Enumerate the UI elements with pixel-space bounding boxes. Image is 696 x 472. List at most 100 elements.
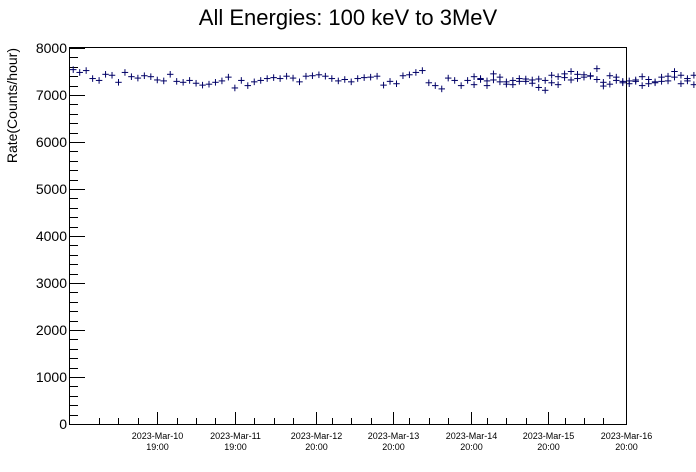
data-point xyxy=(82,67,90,74)
x-tick-date: 2023-Mar-11 xyxy=(210,431,261,441)
x-tick-time: 19:00 xyxy=(146,442,169,452)
data-point xyxy=(393,80,400,88)
y-tick-label: 1000 xyxy=(36,369,67,385)
chart-title: All Energies: 100 keV to 3MeV xyxy=(199,5,498,30)
data-point xyxy=(121,69,129,76)
data-point xyxy=(173,78,180,85)
data-point xyxy=(192,79,200,87)
data-point xyxy=(671,73,678,81)
data-point xyxy=(677,80,685,88)
data-point xyxy=(102,71,109,78)
data-point xyxy=(483,77,491,85)
data-point xyxy=(412,69,420,76)
x-tick-date: 2023-Mar-10 xyxy=(132,431,184,441)
data-point xyxy=(373,72,381,80)
data-point xyxy=(296,78,303,86)
data-point xyxy=(186,77,193,84)
data-point xyxy=(341,76,348,83)
data-series xyxy=(70,65,696,94)
data-point xyxy=(638,82,646,89)
y-tick-label: 5000 xyxy=(36,181,67,197)
data-point xyxy=(386,78,394,85)
x-tick-time: 20:00 xyxy=(537,442,560,452)
data-point xyxy=(419,67,426,74)
data-point xyxy=(677,71,685,79)
data-point xyxy=(218,77,226,85)
y-tick-label: 4000 xyxy=(36,228,67,244)
data-point xyxy=(95,77,103,84)
data-point xyxy=(134,74,142,82)
data-point xyxy=(645,76,652,83)
x-tick-date: 2023-Mar-13 xyxy=(368,431,420,441)
data-point xyxy=(263,75,271,82)
data-point xyxy=(606,72,614,80)
data-point xyxy=(289,74,297,82)
data-point xyxy=(212,79,219,86)
data-point xyxy=(522,75,530,83)
data-point xyxy=(451,77,458,84)
plot-frame xyxy=(69,47,627,425)
data-point xyxy=(367,73,374,81)
data-point xyxy=(335,77,342,85)
data-point xyxy=(179,79,187,86)
data-point xyxy=(529,76,536,84)
x-tick-time: 19:00 xyxy=(224,442,247,452)
y-tick-label: 8000 xyxy=(36,40,67,56)
data-point xyxy=(464,77,471,84)
data-point xyxy=(496,78,504,86)
data-point xyxy=(626,80,633,88)
data-point xyxy=(225,73,232,81)
data-point xyxy=(664,72,672,80)
data-point xyxy=(444,74,452,82)
y-axis: 0 1000 2000 3000 4000 5000 6000 7000 8000 xyxy=(36,40,85,432)
x-tick-date: 2023-Mar-16 xyxy=(601,431,653,441)
data-point xyxy=(535,84,542,91)
data-point xyxy=(690,81,696,88)
data-point xyxy=(470,73,478,80)
data-point xyxy=(309,72,316,80)
x-tick-time: 20:00 xyxy=(305,442,328,452)
data-point xyxy=(509,77,517,84)
y-tick-label: 7000 xyxy=(36,87,67,103)
data-point xyxy=(283,72,290,80)
x-tick-time: 20:00 xyxy=(615,442,638,452)
data-point xyxy=(690,71,696,79)
data-point xyxy=(154,76,161,84)
data-point xyxy=(251,78,258,86)
data-point xyxy=(671,68,678,75)
data-point xyxy=(166,71,174,78)
data-point xyxy=(548,71,555,79)
data-point xyxy=(406,71,413,79)
data-point xyxy=(477,76,484,83)
y-tick-label: 3000 xyxy=(36,275,67,291)
data-point xyxy=(315,71,323,79)
data-point xyxy=(270,74,277,81)
data-point xyxy=(658,73,665,81)
data-point xyxy=(606,80,614,88)
data-point xyxy=(89,75,96,82)
data-point xyxy=(567,76,575,84)
data-point xyxy=(561,70,568,78)
data-point xyxy=(199,81,206,89)
data-point xyxy=(322,72,329,80)
data-point xyxy=(574,75,581,82)
data-point xyxy=(684,75,691,82)
data-point xyxy=(76,69,83,76)
data-point xyxy=(257,77,264,84)
data-point xyxy=(438,85,445,93)
x-axis: 2023-Mar-1019:002023-Mar-1119:002023-Mar… xyxy=(99,412,653,452)
data-point xyxy=(115,79,122,86)
data-point xyxy=(541,77,549,84)
data-point xyxy=(619,78,626,85)
data-point xyxy=(205,80,213,88)
data-point xyxy=(231,84,239,92)
data-point xyxy=(632,78,639,85)
data-point xyxy=(276,75,284,82)
data-point xyxy=(580,71,588,79)
data-point xyxy=(567,68,575,75)
data-point xyxy=(651,79,659,87)
x-tick-time: 20:00 xyxy=(460,442,483,452)
data-point xyxy=(380,81,387,89)
